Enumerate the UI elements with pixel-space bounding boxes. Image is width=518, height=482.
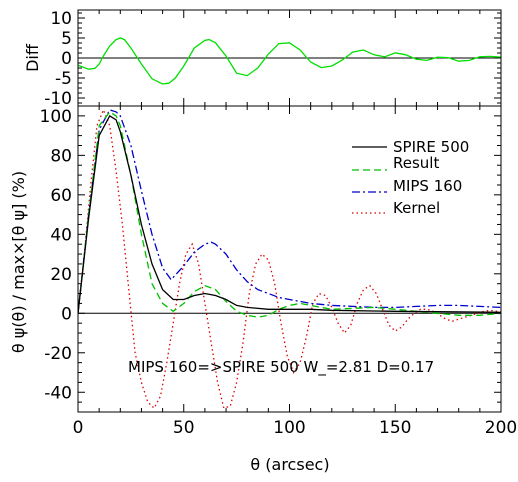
bottom-ytick-label: -20 <box>44 344 72 364</box>
annotation-text: MIPS 160=>SPIRE 500 W_=2.81 D=0.17 <box>128 358 434 377</box>
bottom-xtick-label: 150 <box>379 418 411 438</box>
bottom-xtick-label: 50 <box>173 418 195 438</box>
legend-label-mips160: MIPS 160 <box>393 177 462 195</box>
top-ytick-label: 10 <box>50 9 72 29</box>
top-series-diff <box>78 37 501 85</box>
bottom-ytick-label: 80 <box>50 146 72 166</box>
bottom-series-kernel <box>78 108 501 410</box>
legend-label-result: Result <box>393 154 439 172</box>
legend-label-spire500: SPIRE 500 <box>393 138 469 156</box>
bottom-ytick-label: -40 <box>44 383 72 403</box>
bottom-series-mips160 <box>78 109 501 314</box>
bottom-ytick-label: 0 <box>61 304 72 324</box>
bottom-series-result <box>78 111 501 318</box>
bottom-xtick-label: 200 <box>485 418 517 438</box>
bottom-ytick-label: 40 <box>50 225 72 245</box>
bottom-xtick-label: 100 <box>273 418 305 438</box>
legend-label-kernel: Kernel <box>393 199 440 217</box>
legend: SPIRE 500 Result MIPS 160 Kernel <box>352 138 469 217</box>
bottom-ytick-label: 100 <box>40 107 72 127</box>
bottom-series-spire500 <box>78 114 501 314</box>
bottom-y-axis-title: θ ψ(θ) / max×[θ ψ] (%) <box>9 171 28 353</box>
top-ytick-label: 5 <box>61 29 72 49</box>
top-ytick-label: -5 <box>55 69 72 89</box>
top-ytick-label: 0 <box>61 49 72 69</box>
bottom-ytick-label: 60 <box>50 186 72 206</box>
top-y-axis-title: Diff <box>23 43 42 72</box>
top-ytick-label: -10 <box>44 89 72 109</box>
bottom-ytick-label: 20 <box>50 265 72 285</box>
bottom-xtick-label: 0 <box>73 418 84 438</box>
x-axis-title: θ (arcsec) <box>250 455 329 474</box>
profile-panel: -40 -20 0 20 40 60 80 100 0 50 100 150 200 <box>40 105 517 438</box>
